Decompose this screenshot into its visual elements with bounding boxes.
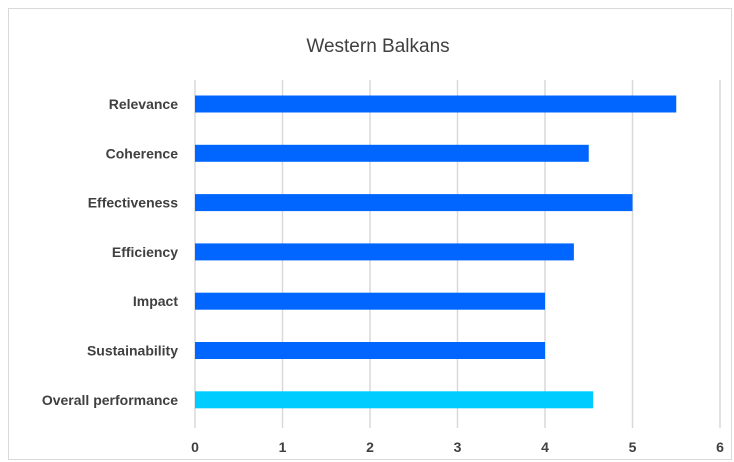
category-label: Overall performance [42, 392, 178, 408]
x-tick-label: 2 [366, 439, 374, 455]
category-label: Effectiveness [88, 195, 178, 211]
category-label: Efficiency [112, 244, 178, 260]
bar-efficiency [195, 243, 574, 261]
x-tick-label: 3 [454, 439, 462, 455]
category-labels: Relevance Coherence Effectiveness Efficienc… [42, 96, 179, 408]
x-tick-label: 4 [541, 439, 549, 455]
x-tick-label: 6 [716, 439, 724, 455]
bars [195, 95, 677, 409]
category-label: Coherence [106, 145, 179, 161]
category-label: Sustainability [87, 343, 178, 359]
bar-overall-performance [195, 391, 594, 409]
x-tick-label: 1 [279, 439, 287, 455]
chart-title: Western Balkans [306, 36, 449, 57]
category-label: Relevance [109, 96, 178, 112]
x-tick-label: 0 [191, 439, 199, 455]
bar-effectiveness [195, 194, 633, 212]
x-tick-label: 5 [629, 439, 637, 455]
bar-relevance [195, 95, 677, 113]
category-label: Impact [133, 293, 178, 309]
bar-impact [195, 292, 545, 310]
x-axis-tick-labels: 0 1 2 3 4 5 6 [191, 439, 724, 455]
bar-coherence [195, 144, 589, 162]
bar-sustainability [195, 342, 545, 359]
